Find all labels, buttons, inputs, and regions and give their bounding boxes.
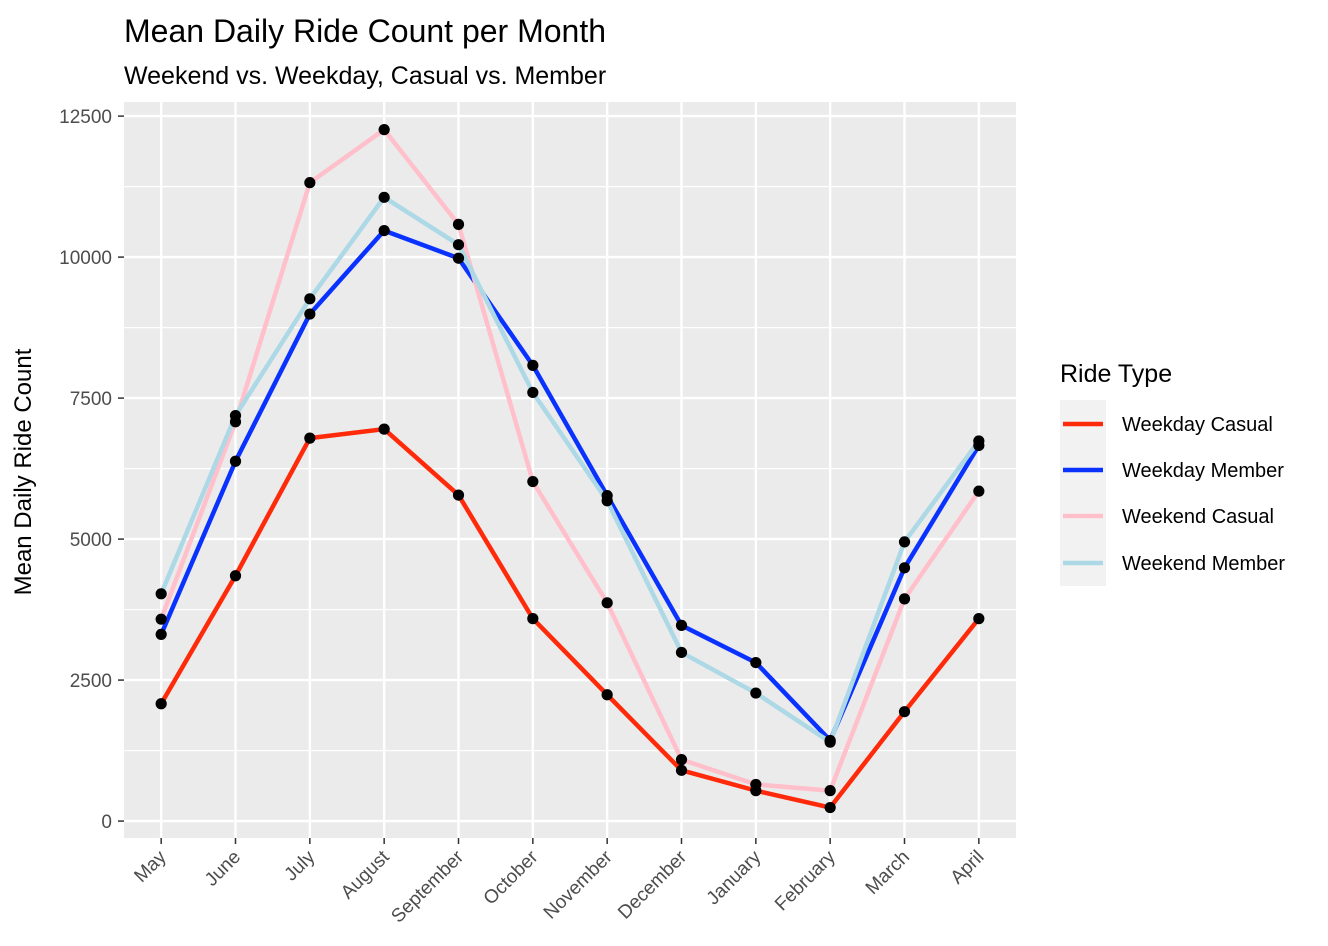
legend-title: Ride Type — [1060, 360, 1172, 388]
data-point — [973, 485, 985, 497]
data-point — [824, 801, 836, 814]
y-axis-title: Mean Daily Ride Count — [10, 348, 37, 595]
y-axis: 0 2500 5000 7500 10000 12500 — [59, 107, 124, 833]
data-point — [527, 359, 539, 371]
data-point — [304, 308, 316, 320]
data-point — [229, 409, 242, 422]
x-tick-label: November — [540, 846, 617, 923]
y-tick-label: 7500 — [70, 389, 112, 410]
data-point — [527, 475, 539, 488]
x-tick-label: August — [337, 846, 394, 903]
legend: Ride Type Weekday Casual Weekday Member We… — [1060, 360, 1285, 586]
data-point — [155, 698, 167, 710]
y-tick-label: 12500 — [59, 107, 112, 128]
x-tick-label: March — [862, 847, 914, 899]
x-tick-label: September — [387, 846, 468, 927]
data-point — [155, 588, 167, 600]
x-tick-label: May — [130, 846, 171, 887]
data-point — [452, 218, 465, 230]
data-point — [824, 785, 836, 797]
data-point — [155, 628, 167, 641]
x-tick-label: January — [703, 846, 766, 909]
x-tick-label: February — [771, 846, 840, 915]
data-point — [601, 689, 613, 701]
data-point — [527, 613, 539, 625]
data-point — [229, 455, 242, 467]
series-line — [159, 195, 981, 745]
data-point — [304, 177, 316, 189]
x-tick-label: April — [947, 847, 989, 889]
y-tick-label: 5000 — [70, 530, 112, 551]
data-point — [452, 489, 465, 501]
data-point — [898, 562, 911, 574]
legend-key-background — [1060, 400, 1106, 586]
data-point — [155, 613, 167, 625]
data-point — [750, 687, 762, 699]
y-tick-label: 10000 — [59, 248, 112, 269]
x-tick-label: June — [201, 847, 245, 891]
data-point — [973, 613, 985, 625]
series-line — [159, 426, 981, 810]
chart-subtitle: Weekend vs. Weekday, Casual vs. Member — [124, 62, 606, 90]
y-tick-label: 0 — [101, 812, 112, 833]
data-point — [675, 619, 688, 631]
data-points — [155, 124, 985, 814]
data-point — [898, 536, 911, 548]
data-point — [675, 646, 688, 659]
minor-gridlines — [124, 185, 1016, 752]
y-tick-label: 2500 — [70, 671, 112, 692]
legend-label: Weekend Casual — [1122, 506, 1274, 528]
data-point — [452, 252, 465, 264]
series-line — [159, 127, 981, 793]
data-point — [973, 435, 985, 447]
data-point — [898, 706, 911, 718]
data-point — [675, 754, 688, 766]
x-tick-label: December — [614, 846, 691, 923]
data-point — [378, 224, 390, 237]
chart-title: Mean Daily Ride Count per Month — [124, 13, 606, 49]
legend-label: Weekday Member — [1122, 460, 1284, 482]
data-point — [750, 778, 762, 791]
legend-label: Weekend Member — [1122, 553, 1285, 575]
data-point — [378, 191, 390, 203]
data-point — [898, 593, 911, 605]
x-tick-label: October — [480, 846, 543, 909]
data-point — [601, 597, 613, 609]
data-point — [452, 239, 465, 251]
legend-label: Weekday Casual — [1122, 414, 1273, 436]
data-point — [824, 736, 836, 748]
plot-panel — [124, 102, 1016, 838]
data-point — [378, 124, 390, 136]
series-lines — [159, 127, 981, 810]
data-point — [304, 432, 316, 444]
data-point — [601, 495, 613, 507]
data-point — [304, 293, 316, 305]
data-point — [378, 423, 390, 435]
x-tick-label: July — [281, 846, 320, 885]
data-point — [527, 386, 539, 399]
data-point — [675, 764, 688, 776]
data-point — [750, 657, 762, 669]
data-point — [229, 570, 242, 582]
